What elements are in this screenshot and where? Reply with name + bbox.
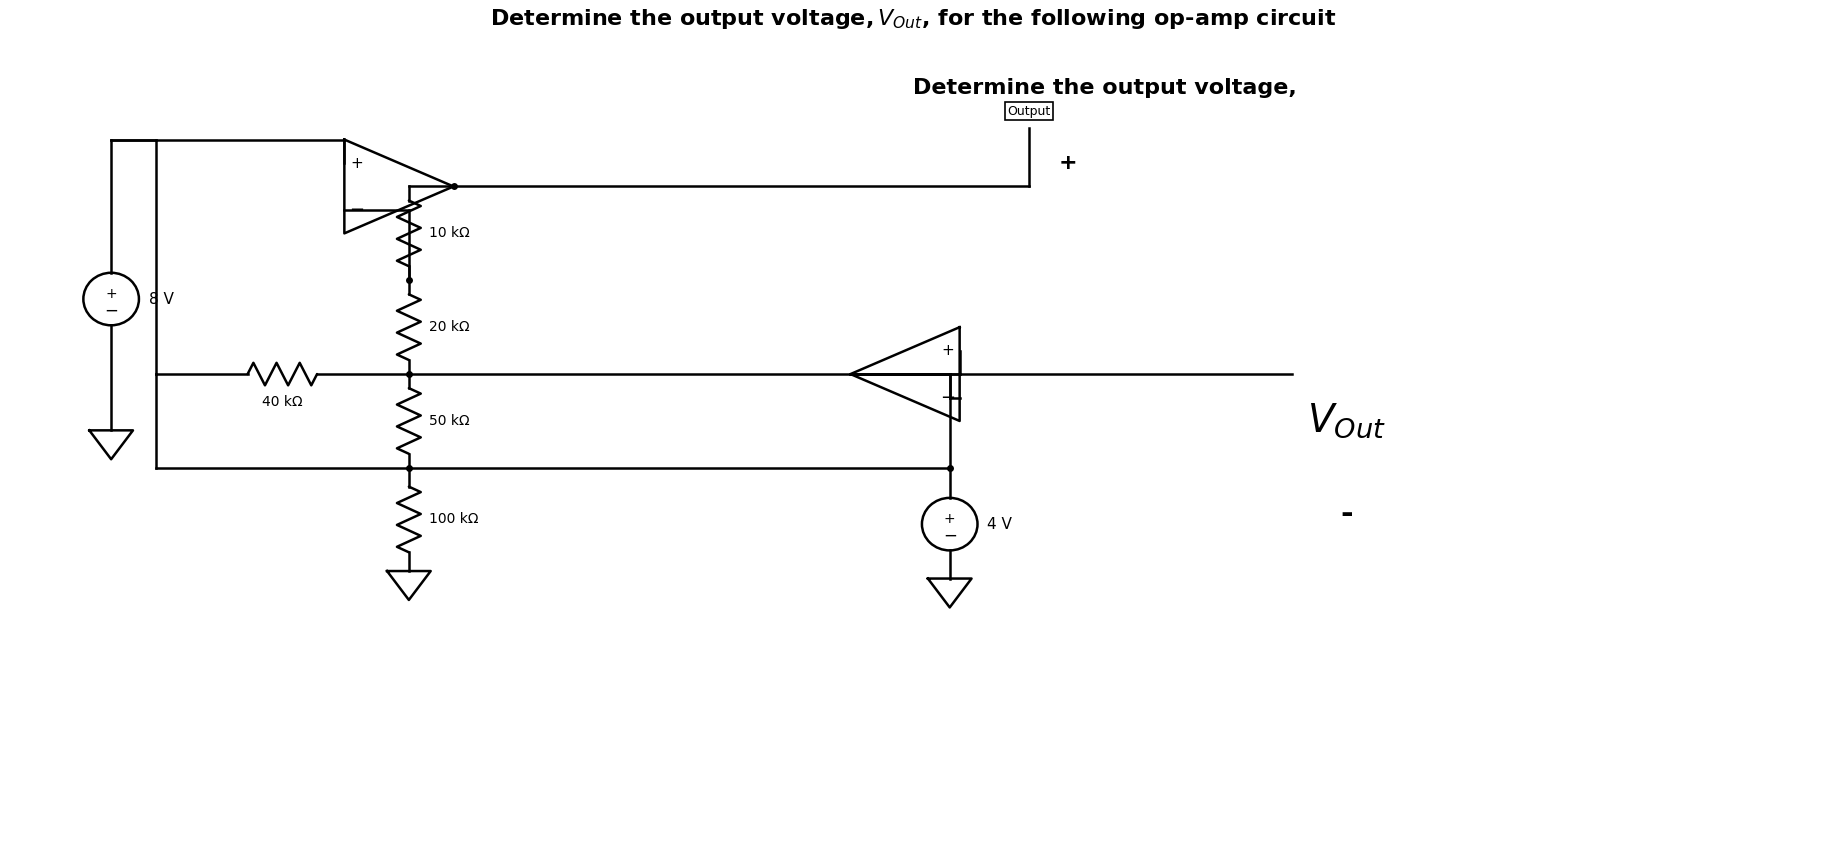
Text: -: - [1340,501,1353,530]
Text: +: + [106,287,117,302]
Text: +: + [944,513,955,526]
Text: 4 V: 4 V [988,517,1012,531]
Text: 20 kΩ: 20 kΩ [429,320,469,334]
Text: 8 V: 8 V [150,292,173,307]
Text: −: − [349,201,363,219]
Text: −: − [940,388,955,406]
Text: 50 kΩ: 50 kΩ [429,414,469,428]
Text: Determine the output voltage,: Determine the output voltage, [913,77,1302,98]
Text: −: − [942,526,957,544]
Text: 100 kΩ: 100 kΩ [429,513,478,526]
Text: 10 kΩ: 10 kΩ [429,226,469,241]
Title: Determine the output voltage,$\,V_{\mathit{Out}}$, for the following op-amp circ: Determine the output voltage,$\,V_{\math… [489,7,1337,31]
Text: +: + [942,343,955,358]
Text: +: + [1059,153,1077,173]
Text: Output: Output [1008,105,1050,118]
Text: +: + [351,156,363,171]
Text: $\mathbf{\mathit{V}}_\mathbf{\mathit{Out}}$: $\mathbf{\mathit{V}}_\mathbf{\mathit{Out… [1307,402,1386,440]
Text: −: − [104,301,119,320]
Text: 40 kΩ: 40 kΩ [261,394,303,409]
